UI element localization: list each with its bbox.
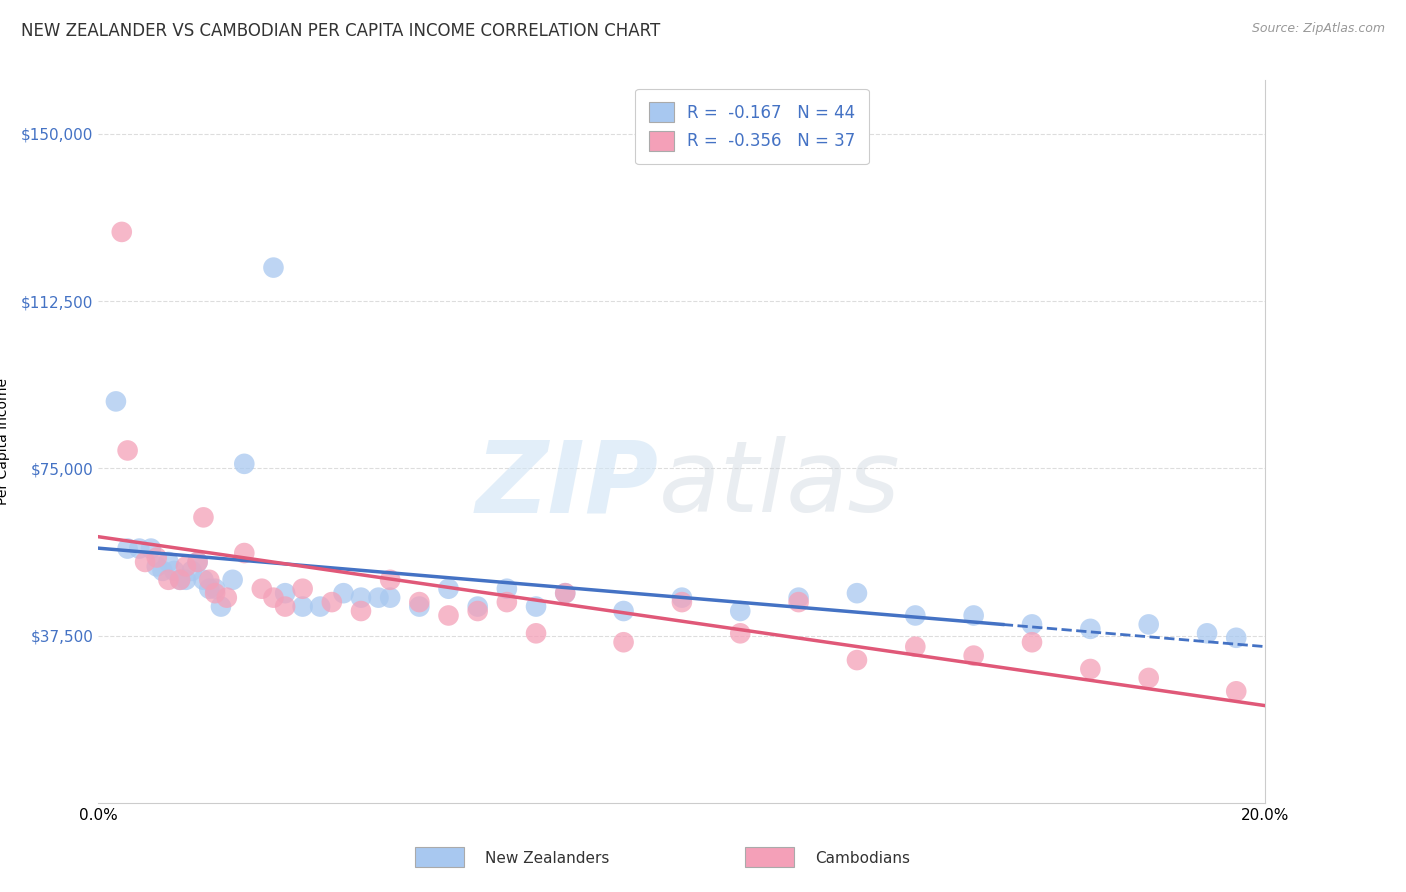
Point [139,541,162,556]
Point [204,582,226,596]
Point [111,225,134,239]
Point [152,564,174,578]
Point [787,591,810,605]
Point [193,573,215,587]
Point [350,604,373,618]
Text: atlas: atlas [658,436,900,533]
Point [157,555,180,569]
Point [350,591,373,605]
Point [846,653,869,667]
Point [215,591,238,605]
Point [613,604,636,618]
Point [198,582,221,596]
Point [233,457,256,471]
Point [437,608,460,623]
Point [309,599,332,614]
Point [613,635,636,649]
Point [904,640,927,654]
Point [467,599,489,614]
Point [1080,662,1102,676]
Text: Source: ZipAtlas.com: Source: ZipAtlas.com [1251,22,1385,36]
Point [1080,622,1102,636]
Point [169,573,191,587]
Point [467,604,489,618]
Point [291,582,314,596]
Point [291,599,314,614]
Text: New Zealanders: New Zealanders [485,851,609,865]
Point [787,595,810,609]
Point [233,546,256,560]
Point [187,555,209,569]
Y-axis label: Per Capita Income: Per Capita Income [0,378,10,505]
Legend: R =  -0.167   N = 44, R =  -0.356   N = 37: R = -0.167 N = 44, R = -0.356 N = 37 [636,88,869,164]
Point [1225,684,1247,698]
Point [524,626,547,640]
Point [321,595,343,609]
Point [496,595,519,609]
Point [1137,671,1160,685]
Point [554,586,576,600]
Point [134,555,156,569]
Point [117,443,139,458]
Point [962,608,984,623]
Point [221,573,243,587]
Point [524,599,547,614]
Point [104,394,127,409]
Point [209,599,232,614]
Point [380,591,402,605]
Point [496,582,519,596]
Point [367,591,389,605]
Point [174,559,197,574]
Point [187,555,209,569]
Point [1021,635,1043,649]
Text: Cambodians: Cambodians [815,851,911,865]
Point [1197,626,1219,640]
Point [554,586,576,600]
Point [730,626,752,640]
Point [380,573,402,587]
Point [263,591,285,605]
Point [332,586,354,600]
Point [174,573,197,587]
Point [163,564,186,578]
Point [180,564,202,578]
Point [146,550,169,565]
Point [146,559,169,574]
Text: ZIP: ZIP [475,436,658,533]
Point [128,541,150,556]
Point [274,599,297,614]
Point [198,573,221,587]
Point [671,595,693,609]
Point [408,599,430,614]
Point [846,586,869,600]
Point [730,604,752,618]
Point [408,595,430,609]
Point [671,591,693,605]
Point [204,586,226,600]
Point [904,608,927,623]
Point [117,541,139,556]
Point [193,510,215,524]
Point [437,582,460,596]
Point [263,260,285,275]
Point [1137,617,1160,632]
Point [250,582,273,596]
Point [1225,631,1247,645]
Point [157,573,180,587]
Point [1021,617,1043,632]
Point [169,573,191,587]
Point [274,586,297,600]
Point [962,648,984,663]
Text: NEW ZEALANDER VS CAMBODIAN PER CAPITA INCOME CORRELATION CHART: NEW ZEALANDER VS CAMBODIAN PER CAPITA IN… [21,22,661,40]
